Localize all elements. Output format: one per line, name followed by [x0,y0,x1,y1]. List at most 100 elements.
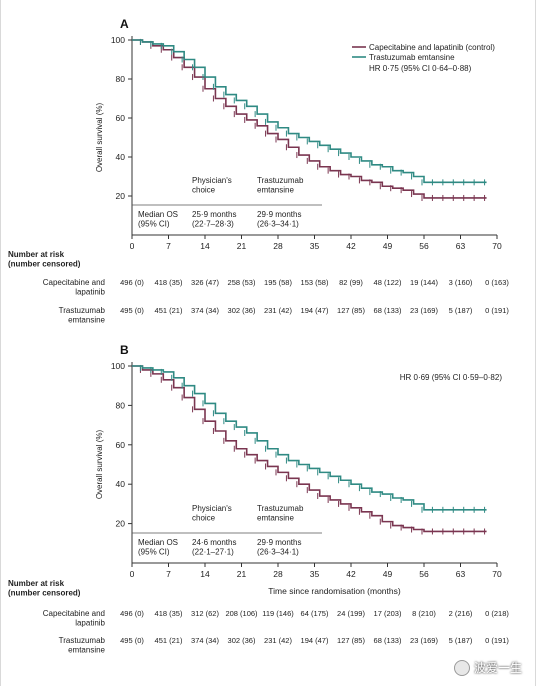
panel-b-risk-cell: 302 (36) [228,636,256,645]
panel-b-risk-cell: 418 (35) [155,609,183,618]
panel-b-x-tick-label: 70 [492,569,502,579]
panel-b-risk-cell: 374 (34) [191,636,219,645]
panel-a-x-tick-label: 35 [310,241,320,251]
panel-b-control-curve [132,365,487,533]
panel-a-risk-cell: 496 (0) [120,278,144,287]
panel-a-risk-cell: 82 (99) [339,278,363,287]
panel-b-risk-cell: 119 (146) [262,609,294,618]
panel-b-x-tick-label: 0 [130,569,135,579]
panel-a-median-col1-head: Physician's choice [192,176,232,195]
panel-a-x-tick-label: 28 [273,241,283,251]
panel-a-label: A [120,17,129,31]
panel-b-risk-cell: 24 (199) [337,609,365,618]
panel-a-risk-cell: 48 (122) [374,278,402,287]
panel-b-risk-cell: 2 (216) [449,609,473,618]
watermark: 波爱一生 [453,659,522,676]
watermark-text: 波爱一生 [473,661,522,675]
panel-a-risk-cell: 19 (144) [410,278,438,287]
panel-b-x-tick-label: 56 [419,569,429,579]
panel-a-median-col2-head: Trastuzumab emtansine [257,176,304,195]
panel-a-hr-annotation: HR 0·75 (95% CI 0·64–0·88) [369,64,472,73]
panel-b-x-tick-label: 63 [456,569,466,579]
panel-a-risk-cell: 0 (191) [485,306,509,315]
panel-a-risk-cell: 153 (58) [301,278,329,287]
panel-a-risk-row-label: Capecitabine and lapatinib [43,278,106,297]
panel-a-control-curve [132,39,487,199]
panel-a-y-tick-label: 60 [116,113,126,123]
panel-b-tdm1-curve [132,365,487,511]
panel-b-risk-cell: 194 (47) [301,636,329,645]
panel-b-risk-cell: 5 (187) [449,636,473,645]
panel-b-risk-title: Number at risk (number censored) [8,579,81,598]
panel-b-risk-cell: 8 (210) [412,609,436,618]
panel-b-risk-cell: 64 (175) [301,609,329,618]
panel-a-risk-cell: 127 (85) [337,306,365,315]
panel-b-label: B [120,343,129,357]
panel-a-y-tick-label: 100 [111,35,125,45]
panel-b-risk-row-label: Capecitabine and lapatinib [43,609,106,628]
panel-a-risk-cell: 68 (133) [374,306,402,315]
panel-a-risk-title: Number at risk (number censored) [8,250,81,269]
panel-b-x-tick-label: 42 [346,569,356,579]
panel-b-risk-cell: 0 (218) [485,609,509,618]
panel-a-y-tick-label: 80 [116,74,126,84]
wechat-icon [453,659,470,676]
panel-a-risk-cell: 0 (163) [485,278,509,287]
panel-b-risk-cell: 127 (85) [337,636,365,645]
panel-a-median-col2-val: 29·9 months (26·3–34·1) [257,210,301,229]
panel-a-x-tick-label: 7 [166,241,171,251]
panel-b-risk-cell: 451 (21) [155,636,183,645]
panel-a-y-axis-label: Overall survival (%) [95,102,104,172]
legend-label-tdm1: Trastuzumab emtansine [369,53,455,62]
panel-a-tdm1-curve [132,39,487,184]
panel-b-risk-cell: 208 (106) [225,609,258,618]
panel-a-x-tick-label: 63 [456,241,466,251]
panel-a-risk-cell: 302 (36) [228,306,256,315]
panel-a-median-label: Median OS (95% CI) [138,210,178,229]
panel-b-y-axis-label: Overall survival (%) [95,429,104,499]
panel-b-median-col1-head: Physician's choice [192,504,232,523]
panel-b-y-tick-label: 20 [116,519,126,529]
panel-a-risk-cell: 231 (42) [264,306,292,315]
panel-a-risk-cell: 418 (35) [155,278,183,287]
panel-a-risk-cell: 258 (53) [228,278,256,287]
panel-b-risk-cell: 231 (42) [264,636,292,645]
panel-b-median-col2-val: 29·9 months (26·3–34·1) [257,538,301,557]
panel-b-risk-cell: 23 (169) [410,636,438,645]
panel-b-risk-cell: 496 (0) [120,609,144,618]
panel-a-risk-cell: 374 (34) [191,306,219,315]
panel-b-x-tick-label: 28 [273,569,283,579]
panel-a-risk-row-label: Trastuzumab emtansine [59,306,106,325]
panel-b-y-tick-label: 40 [116,479,126,489]
panel-a-risk-cell: 195 (58) [264,278,292,287]
panel-a-risk-cell: 326 (47) [191,278,219,287]
panel-a-risk-cell: 495 (0) [120,306,144,315]
panel-b-x-tick-label: 21 [237,569,247,579]
panel-a-x-tick-label: 49 [383,241,393,251]
panel-b-y-tick-label: 100 [111,361,125,371]
panel-b-risk-cell: 0 (191) [485,636,509,645]
panel-a-x-tick-label: 42 [346,241,356,251]
panel-b-y-tick-label: 80 [116,400,126,410]
panel-a-x-tick-label: 21 [237,241,247,251]
panel-b-x-tick-label: 35 [310,569,320,579]
panel-b-x-tick-label: 49 [383,569,393,579]
panel-b-x-tick-label: 14 [200,569,210,579]
panel-b-hr-annotation: HR 0·69 (95% CI 0·59–0·82) [400,373,503,382]
panel-b-risk-cell: 312 (62) [191,609,219,618]
panel-b-risk-row-label: Trastuzumab emtansine [59,636,106,655]
panel-b-median-col1-val: 24·6 months (22·1–27·1) [192,538,236,557]
panel-a-y-tick-label: 20 [116,191,126,201]
panel-b-risk-cell: 17 (203) [374,609,402,618]
panel-b-x-axis-label: Time since randomisation (months) [268,586,401,596]
legend-label-control: Capecitabine and lapatinib (control) [369,43,495,52]
panel-a-risk-cell: 194 (47) [301,306,329,315]
panel-b-risk-cell: 68 (133) [374,636,402,645]
panel-b-x-tick-label: 7 [166,569,171,579]
panel-a-risk-cell: 451 (21) [155,306,183,315]
panel-a-risk-cell: 3 (160) [449,278,473,287]
panel-b-median-col2-head: Trastuzumab emtansine [257,504,304,523]
panel-a-risk-cell: 5 (187) [449,306,473,315]
panel-a-x-tick-label: 0 [130,241,135,251]
